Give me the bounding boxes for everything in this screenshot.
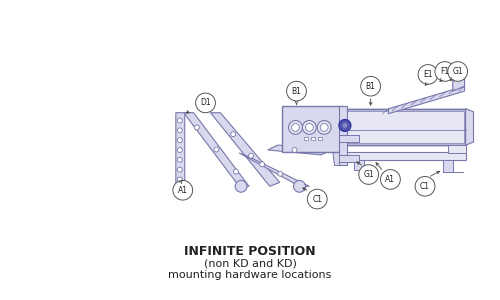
Circle shape: [342, 122, 348, 128]
Circle shape: [292, 148, 297, 152]
Circle shape: [294, 180, 306, 192]
Circle shape: [361, 76, 380, 96]
Polygon shape: [312, 137, 316, 140]
Polygon shape: [318, 137, 322, 140]
Polygon shape: [339, 135, 359, 142]
Circle shape: [178, 138, 182, 142]
Circle shape: [235, 180, 247, 192]
Circle shape: [194, 125, 200, 130]
Text: INFINITE POSITION: INFINITE POSITION: [184, 245, 316, 258]
Text: A1: A1: [178, 186, 188, 195]
Text: mounting hardware locations: mounting hardware locations: [168, 270, 332, 280]
Circle shape: [248, 153, 254, 158]
Circle shape: [308, 189, 327, 209]
Circle shape: [178, 167, 182, 172]
Polygon shape: [184, 113, 249, 186]
Polygon shape: [354, 160, 364, 169]
Circle shape: [339, 120, 351, 131]
Polygon shape: [176, 113, 184, 192]
Circle shape: [320, 124, 328, 131]
Polygon shape: [339, 155, 359, 162]
Polygon shape: [239, 153, 310, 186]
Circle shape: [234, 169, 238, 174]
Circle shape: [178, 118, 182, 123]
Polygon shape: [329, 122, 344, 165]
Polygon shape: [268, 145, 331, 155]
Polygon shape: [304, 137, 308, 140]
Circle shape: [214, 147, 219, 152]
Text: C1: C1: [420, 182, 430, 191]
Circle shape: [317, 121, 331, 134]
Text: F1: F1: [440, 67, 450, 76]
Circle shape: [415, 176, 435, 196]
Polygon shape: [452, 76, 464, 91]
Polygon shape: [319, 145, 344, 152]
Circle shape: [178, 158, 182, 162]
Polygon shape: [339, 106, 347, 165]
Polygon shape: [282, 106, 343, 152]
Circle shape: [380, 169, 400, 189]
Polygon shape: [466, 109, 473, 145]
Text: G1: G1: [452, 67, 463, 76]
Circle shape: [178, 148, 182, 152]
Circle shape: [178, 128, 182, 133]
Circle shape: [230, 132, 235, 137]
Polygon shape: [443, 160, 452, 172]
Circle shape: [278, 171, 282, 176]
Circle shape: [359, 165, 378, 184]
Text: (non KD and KD): (non KD and KD): [204, 258, 296, 268]
Text: B1: B1: [292, 87, 302, 96]
Text: D1: D1: [200, 98, 211, 107]
Polygon shape: [448, 145, 466, 153]
Circle shape: [260, 162, 264, 167]
Circle shape: [288, 121, 302, 134]
Circle shape: [292, 124, 300, 131]
Circle shape: [286, 81, 306, 101]
Text: E1: E1: [423, 70, 433, 79]
Circle shape: [196, 93, 216, 113]
Circle shape: [302, 121, 316, 134]
Polygon shape: [210, 113, 280, 186]
Polygon shape: [344, 111, 464, 143]
Polygon shape: [388, 86, 464, 114]
Text: B1: B1: [366, 82, 376, 91]
Polygon shape: [342, 109, 466, 145]
Circle shape: [178, 177, 182, 182]
Circle shape: [306, 124, 314, 131]
Text: A1: A1: [386, 175, 396, 184]
Circle shape: [448, 62, 468, 81]
Text: G1: G1: [364, 170, 374, 179]
Circle shape: [435, 62, 454, 81]
Circle shape: [173, 180, 193, 200]
Polygon shape: [342, 152, 466, 160]
Text: C1: C1: [312, 195, 322, 204]
Circle shape: [418, 64, 438, 84]
